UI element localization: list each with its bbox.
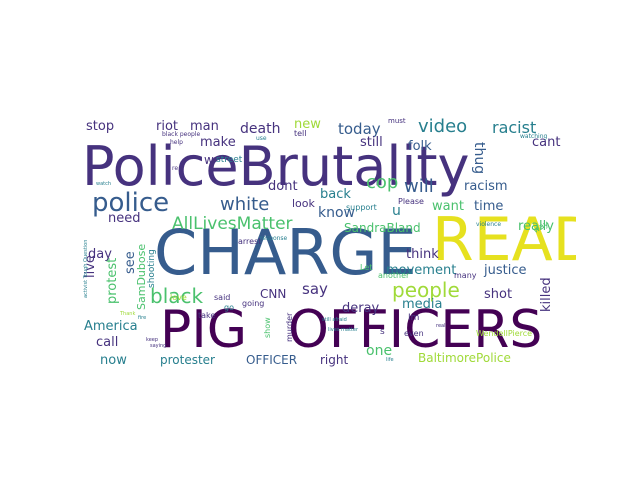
word: thug: [471, 142, 487, 175]
word: many: [454, 271, 477, 280]
word: think: [406, 247, 439, 262]
word: BaltimorePolice: [418, 351, 511, 365]
word: need: [108, 211, 141, 226]
word: Please: [398, 197, 424, 206]
word: make: [200, 135, 236, 150]
word: CHARGE: [154, 216, 417, 289]
word: life: [386, 357, 394, 363]
word: now: [100, 353, 127, 368]
word: new: [294, 118, 321, 132]
word: death: [240, 121, 281, 137]
word: activist Tough Question: [83, 239, 89, 298]
word: cop: [366, 172, 399, 193]
word: America: [84, 319, 138, 334]
word: said: [214, 293, 231, 302]
word: dont: [268, 179, 298, 194]
word: READ: [432, 205, 576, 275]
word: saying: [150, 343, 167, 349]
word: another: [378, 271, 410, 280]
word: Im: [408, 313, 420, 323]
word: u: [392, 203, 401, 219]
word: look: [292, 197, 315, 210]
word: WendellPierce: [476, 329, 533, 338]
word: one: [366, 343, 393, 359]
word: want: [432, 199, 464, 214]
word: deray: [342, 301, 380, 316]
word: keep: [146, 337, 159, 343]
word: must: [388, 118, 406, 125]
word: cant: [532, 135, 561, 150]
word: PIG: [160, 300, 247, 360]
word: man: [190, 119, 219, 134]
word: killed: [539, 277, 554, 312]
word: people: [392, 278, 460, 302]
word: call: [96, 335, 119, 350]
word: protester: [160, 353, 215, 367]
word-cloud: PoliceBrutality CHARGE READ PIG OFFICERS…: [80, 118, 576, 370]
word: tell: [294, 129, 307, 138]
word: response: [260, 235, 288, 242]
word: shot: [484, 287, 513, 302]
word: stop: [86, 119, 115, 134]
word: back: [320, 187, 351, 202]
word: love: [170, 293, 187, 302]
word: know: [318, 205, 355, 221]
word: day: [88, 247, 112, 262]
word: lives matter: [328, 327, 358, 333]
word: watching: [520, 133, 548, 140]
word: murder: [285, 312, 294, 342]
word: violence: [476, 221, 502, 228]
word: really: [518, 219, 554, 234]
word: go: [224, 303, 234, 312]
word: show: [263, 317, 272, 338]
word: CNN: [260, 287, 287, 301]
word: even: [404, 329, 424, 338]
word: riot: [156, 119, 179, 134]
word: today: [338, 120, 381, 138]
word: Thank: [120, 311, 136, 317]
word: AllLivesMatter: [172, 214, 293, 234]
word: fire: [138, 315, 147, 321]
word: watch: [96, 181, 112, 187]
word: see: [123, 251, 138, 274]
word: help: [170, 139, 183, 146]
word: take: [198, 311, 216, 320]
word: black people: [162, 131, 201, 138]
word: movement: [386, 263, 457, 278]
word: shooting: [147, 249, 157, 288]
word: Let: [360, 263, 373, 272]
word: going: [242, 299, 265, 308]
word: re: [172, 165, 179, 172]
word: racist: [492, 118, 537, 137]
word: folk: [408, 139, 432, 154]
word: black: [150, 284, 204, 308]
word: s: [380, 327, 385, 337]
word: support: [346, 203, 377, 212]
word: real: [436, 323, 446, 329]
word: arrest: [238, 237, 262, 246]
word: OFFICER: [246, 353, 298, 367]
word: PoliceBrutality: [82, 135, 470, 198]
word: time: [474, 199, 504, 214]
word: justice: [484, 263, 527, 278]
word: white: [220, 194, 270, 215]
word: will: [404, 176, 434, 197]
word: street: [216, 155, 243, 165]
word: OFFICERS: [288, 300, 543, 360]
word: say: [302, 280, 328, 298]
word: still afraid: [322, 317, 347, 323]
word: police: [92, 188, 170, 218]
word: still: [360, 135, 383, 150]
word: SandraBland: [344, 221, 421, 235]
word: racism: [464, 179, 508, 194]
word: w: [204, 153, 214, 167]
word: right: [320, 353, 349, 367]
word: protest: [105, 257, 120, 304]
word: video: [418, 118, 468, 137]
word: media: [402, 297, 443, 312]
word: use: [256, 135, 267, 142]
